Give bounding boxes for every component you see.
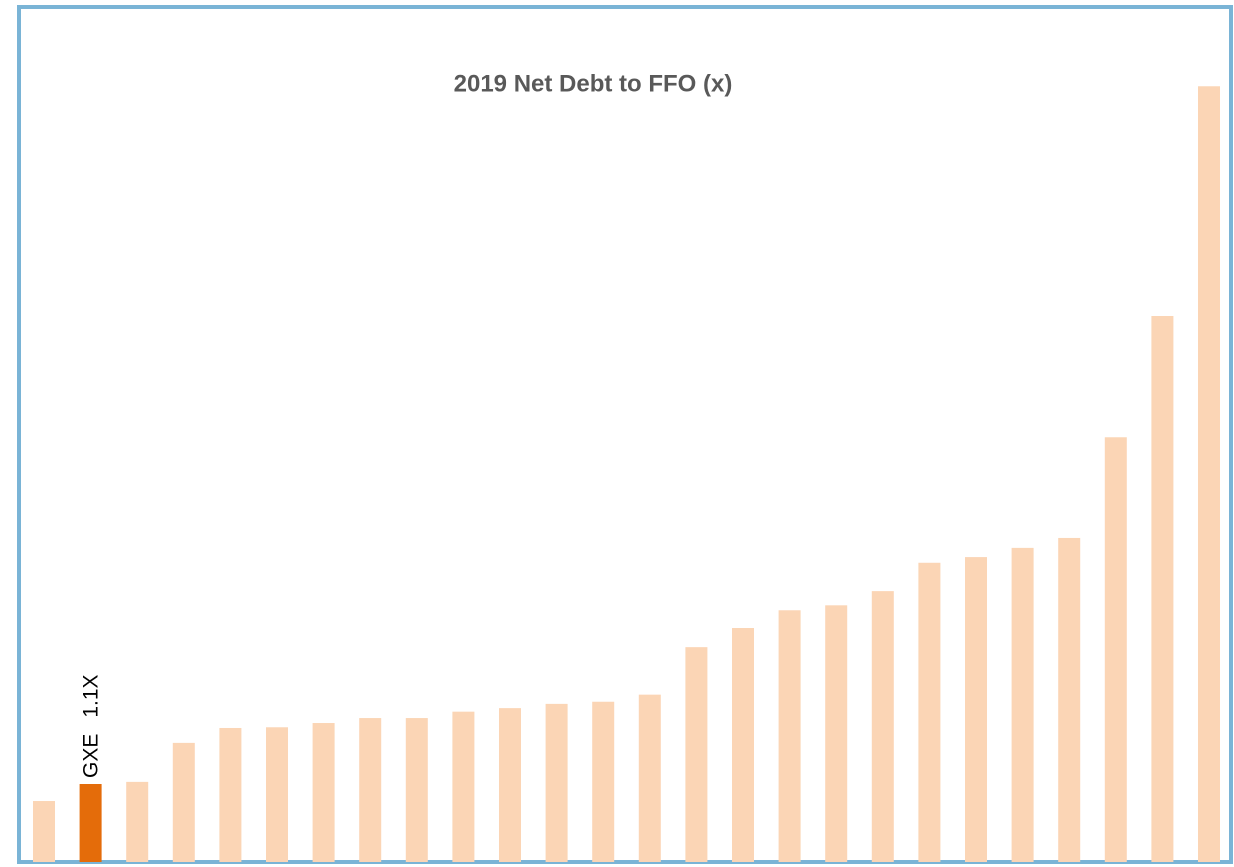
bar: [778, 610, 801, 862]
bar: [1058, 537, 1081, 862]
bar: [685, 647, 708, 862]
bar: [405, 718, 428, 862]
bar: [266, 727, 288, 862]
bar: [1151, 316, 1174, 862]
bar: [126, 781, 149, 862]
bar: [918, 562, 941, 862]
bar: [359, 718, 382, 862]
bar: [965, 557, 987, 862]
bar: [172, 742, 195, 862]
bar: [1011, 547, 1034, 862]
bar: [499, 708, 521, 862]
bar: [452, 711, 475, 862]
bar: [312, 723, 335, 862]
bar: [79, 784, 102, 862]
bar: [592, 701, 615, 862]
bar: [825, 605, 848, 862]
bar: [638, 694, 661, 862]
bar: [1104, 437, 1127, 862]
chart-title: 2019 Net Debt to FFO (x): [454, 70, 733, 97]
bar: [871, 591, 894, 862]
bar: [732, 628, 754, 862]
bar-label: GXE 1.1X: [80, 674, 103, 778]
category-label: GXE: [80, 734, 103, 778]
bar: [219, 727, 242, 862]
chart-frame: [17, 5, 1233, 864]
bar: [545, 703, 568, 862]
value-label: 1.1X: [80, 674, 103, 717]
bar: [1198, 86, 1220, 863]
bar: [33, 801, 55, 862]
